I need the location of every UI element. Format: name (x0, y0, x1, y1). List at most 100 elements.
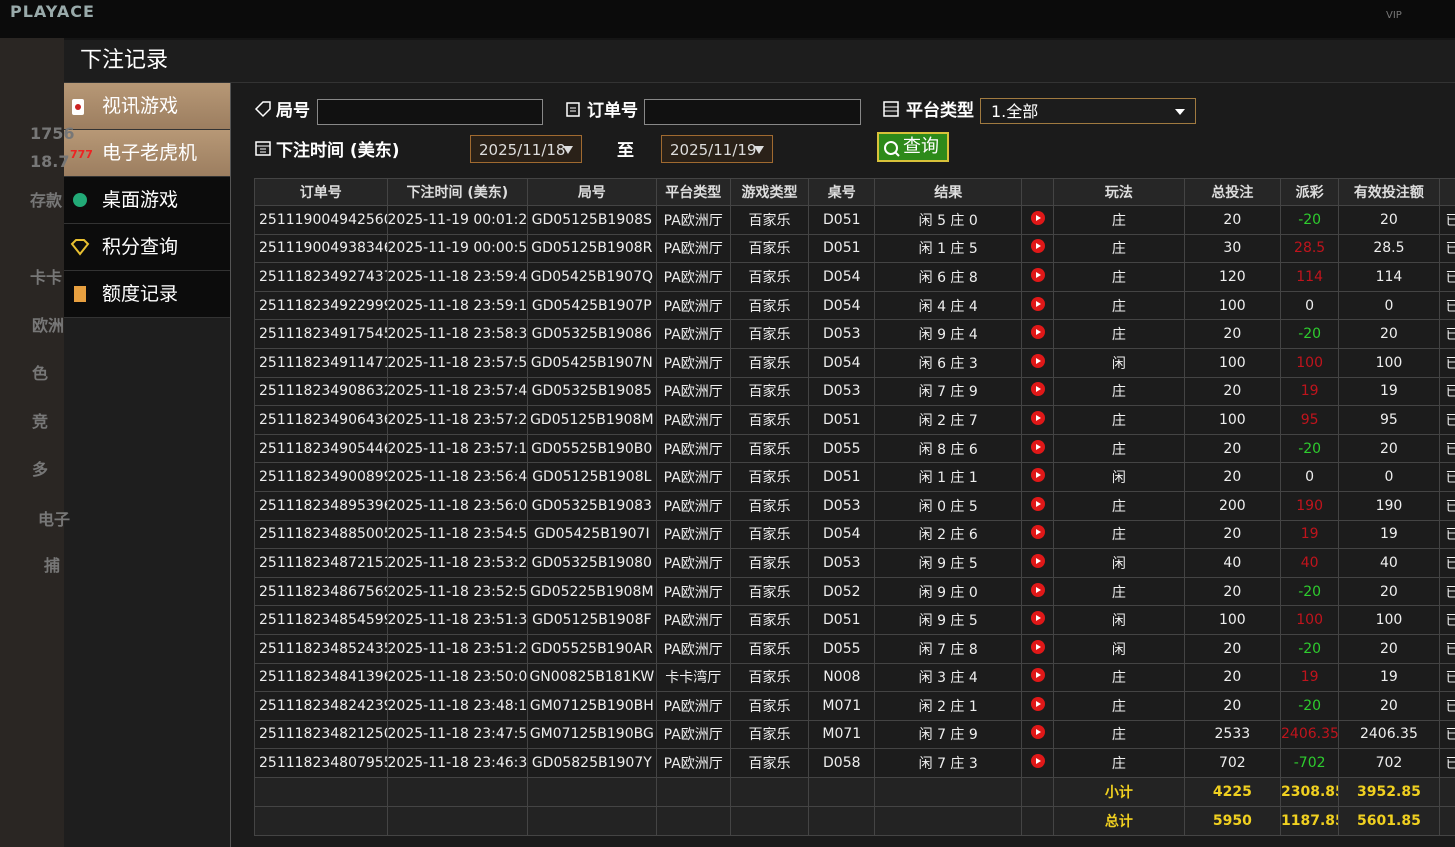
empty-cell (808, 805, 876, 836)
total-bet: 20 (1183, 462, 1282, 492)
bet-type: 庄 (1053, 719, 1185, 750)
table-no: D053 (808, 548, 876, 578)
round-no: GN00825B181KW (527, 662, 657, 693)
total-label: 小计 (1053, 776, 1185, 807)
column-header: 平台类型 (655, 178, 731, 206)
round-no: GM07125B190BH (527, 691, 657, 721)
payout: 95 (1280, 405, 1340, 435)
payout: 0 (1280, 462, 1340, 492)
menu-item[interactable]: 积分查询 (64, 224, 230, 271)
table-no: D051 (808, 405, 876, 435)
round-no: GD05525B190AR (527, 633, 657, 664)
platform: PA欧洲厅 (655, 376, 731, 407)
date-from[interactable]: 2025/11/18 (470, 135, 582, 163)
play-icon[interactable] (1030, 582, 1045, 597)
result: 闲 3 庄 4 (874, 662, 1022, 693)
menu-item[interactable]: 视讯游戏 (64, 83, 230, 130)
total-bet: 30 (1183, 233, 1282, 264)
status: 已 (1438, 376, 1455, 407)
date-to[interactable]: 2025/11/19 (661, 135, 773, 163)
play-icon[interactable] (1030, 239, 1045, 254)
table-no: D054 (808, 347, 876, 378)
table-row: 251119004938346 2025-11-19 00:00:58 GD0512… (254, 233, 1455, 264)
payout: -20 (1280, 576, 1340, 607)
round-input[interactable] (317, 99, 543, 125)
payout: -702 (1280, 748, 1340, 778)
play-icon[interactable] (1030, 210, 1045, 225)
bet-type: 庄 (1053, 233, 1185, 264)
table-no: D054 (808, 290, 876, 321)
vip[interactable]: VIP (1386, 10, 1402, 21)
round-no: GD05225B1908M (527, 576, 657, 607)
play-icon[interactable] (1030, 353, 1045, 368)
video-cell (1020, 347, 1055, 378)
status: 已 (1438, 433, 1455, 464)
platform: PA欧洲厅 (655, 462, 731, 492)
bet-time: 2025-11-18 23:46:31 (386, 748, 529, 778)
empty-cell (1438, 805, 1455, 836)
background-text: 捕 (44, 556, 61, 575)
logo[interactable]: PLAYACE (10, 2, 95, 21)
total-payout: 2308.85 (1280, 776, 1340, 807)
menu-item[interactable]: 777 电子老虎机 (64, 130, 230, 177)
column-header: 状 (1438, 178, 1455, 206)
round-no: GD05325B19085 (527, 376, 657, 407)
table-row: 251118234900899 2025-11-18 23:56:46 GD0512… (254, 462, 1455, 492)
payout: 19 (1280, 376, 1340, 407)
result: 闲 9 庄 5 (874, 605, 1022, 635)
table-no: D055 (808, 433, 876, 464)
total-bet: 20 (1183, 205, 1282, 235)
round-no: GD05325B19080 (527, 548, 657, 578)
modal-title: 下注记录 (64, 40, 1455, 83)
order-no: 251118234852435 (254, 633, 388, 664)
valid-bet: 28.5 (1338, 233, 1440, 264)
tag-icon (254, 101, 271, 118)
round-no: GD05125B1908F (527, 605, 657, 635)
total-bet: 40 (1183, 548, 1282, 578)
search-button[interactable]: 查询 (877, 132, 949, 162)
bet-type: 庄 (1053, 405, 1185, 435)
order-input[interactable] (644, 99, 861, 125)
play-icon[interactable] (1030, 382, 1045, 397)
background-text: 存款 (30, 191, 63, 210)
top-bar: PLAYACE VIP (0, 0, 1455, 38)
play-icon[interactable] (1030, 668, 1045, 683)
play-icon[interactable] (1030, 639, 1045, 654)
platform: PA欧洲厅 (655, 576, 731, 607)
play-icon[interactable] (1030, 725, 1045, 740)
play-icon[interactable] (1030, 325, 1045, 340)
platform-value: 1.全部 (991, 102, 1039, 121)
play-icon[interactable] (1030, 553, 1045, 568)
column-header: 游戏类型 (729, 178, 810, 206)
bet-type: 闲 (1053, 462, 1185, 492)
valid-bet: 19 (1338, 662, 1440, 693)
table-row: 251118234908632 2025-11-18 23:57:40 GD0532… (254, 376, 1455, 407)
bet-time: 2025-11-18 23:54:52 (386, 519, 529, 550)
play-icon[interactable] (1030, 754, 1045, 769)
order-icon (566, 102, 580, 117)
play-icon[interactable] (1030, 296, 1045, 311)
menu-item[interactable]: 桌面游戏 (64, 177, 230, 224)
background-text: 1756 (30, 124, 75, 143)
bet-type: 庄 (1053, 519, 1185, 550)
platform: PA欧洲厅 (655, 605, 731, 635)
play-icon[interactable] (1030, 410, 1045, 425)
valid-bet: 100 (1338, 605, 1440, 635)
play-icon[interactable] (1030, 439, 1045, 454)
game-type: 百家乐 (729, 576, 810, 607)
bet-type: 庄 (1053, 262, 1185, 292)
play-icon[interactable] (1030, 525, 1045, 540)
result: 闲 9 庄 0 (874, 576, 1022, 607)
result: 闲 0 庄 5 (874, 490, 1022, 521)
bet-type: 闲 (1053, 633, 1185, 664)
play-icon[interactable] (1030, 267, 1045, 282)
play-icon[interactable] (1030, 696, 1045, 711)
platform-select[interactable]: 1.全部 (980, 98, 1196, 124)
play-icon[interactable] (1030, 496, 1045, 511)
play-icon[interactable] (1030, 611, 1045, 626)
round-no: GD05825B1907Y (527, 748, 657, 778)
menu-item[interactable]: 额度记录 (64, 271, 230, 318)
platform: PA欧洲厅 (655, 433, 731, 464)
play-icon[interactable] (1030, 468, 1045, 483)
table-no: D054 (808, 262, 876, 292)
